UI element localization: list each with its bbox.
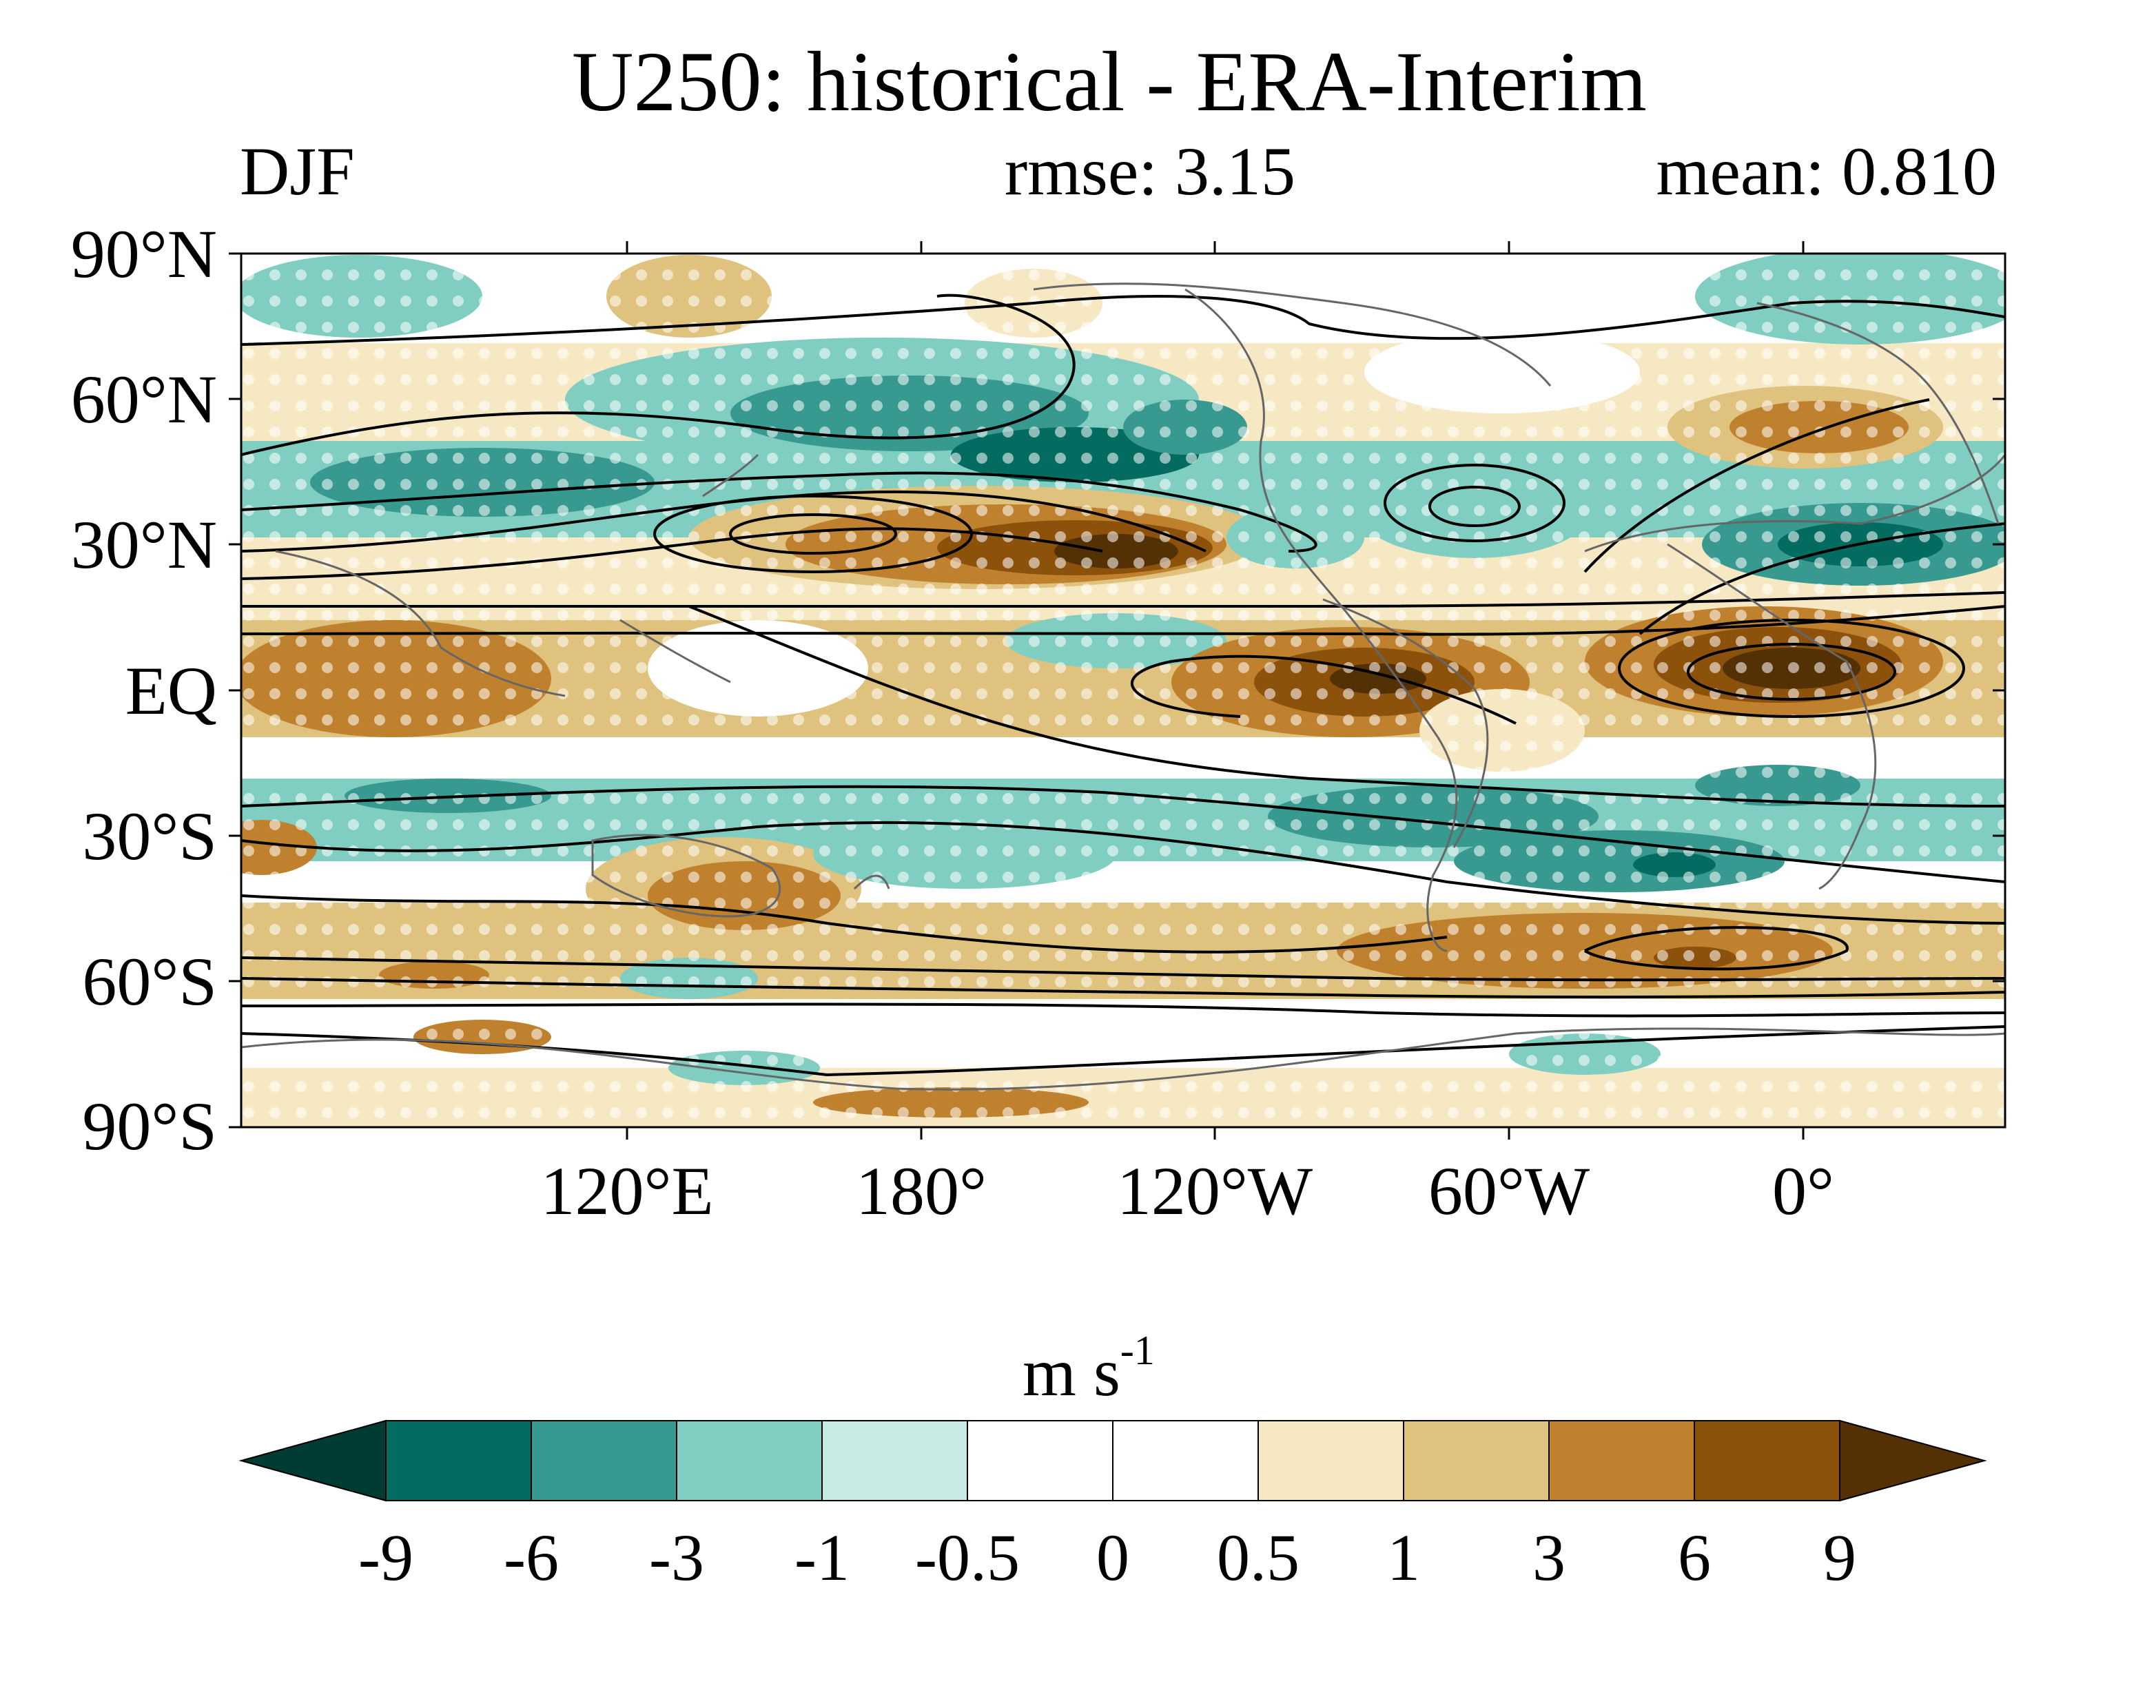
colorbar-swatch (385, 1420, 532, 1501)
colorbar-tick-label: -3 (649, 1521, 704, 1594)
lat-label-30n: 30°N (71, 506, 217, 583)
axis-ticks (229, 241, 2005, 1140)
colorbar-tick-label: 0 (1096, 1521, 1129, 1594)
lat-label-60n: 60°N (71, 361, 217, 438)
lat-label-eq: EQ (125, 652, 217, 729)
colorbar-swatch (531, 1420, 677, 1501)
longitude-labels: 120°E 180° 120°W 60°W 0° (540, 1153, 1834, 1229)
lon-label-0: 0° (1772, 1153, 1834, 1229)
lon-label-120e: 120°E (540, 1153, 713, 1229)
colorbar-swatch (1403, 1420, 1550, 1501)
colorbar-swatch (1257, 1420, 1404, 1501)
lon-label-120w: 120°W (1117, 1153, 1313, 1229)
map-panel: 90°N 60°N 30°N EQ 30°S 60°S 90°S 120°E 1… (71, 216, 2006, 1229)
colorbar-swatch (1548, 1420, 1695, 1501)
mean-label: mean: 0.810 (1656, 133, 1997, 209)
rmse-label: rmse: 3.15 (1005, 133, 1295, 209)
lat-label-90n: 90°N (71, 216, 217, 292)
anomaly-fill-layer (241, 254, 2005, 1127)
lat-label-60s: 60°S (82, 943, 217, 1020)
colorbar-swatch (821, 1420, 968, 1501)
colorbar-unit: m s-1 (1023, 1328, 1155, 1410)
colorbar: m s-1 -9 -6 -3 -1 -0.5 0 0.5 1 3 6 9 (238, 1328, 1987, 1594)
lat-label-30s: 30°S (82, 798, 217, 874)
colorbar-tick-label: 3 (1532, 1521, 1565, 1594)
climatology-contours (241, 294, 2005, 1077)
colorbar-tick-label: -0.5 (915, 1521, 1020, 1594)
lon-label-180: 180° (856, 1153, 987, 1229)
latitude-labels: 90°N 60°N 30°N EQ 30°S 60°S 90°S (71, 216, 217, 1164)
colorbar-unit-exponent: -1 (1120, 1328, 1155, 1373)
lon-label-60w: 60°W (1428, 1153, 1590, 1229)
colorbar-tick-label: -6 (504, 1521, 559, 1594)
colorbar-tick-label: 9 (1823, 1521, 1856, 1594)
lat-label-90s: 90°S (82, 1088, 217, 1164)
figure-title: U250: historical - ERA-Interim (572, 34, 1647, 129)
colorbar-tick-label: -1 (794, 1521, 850, 1594)
colorbar-tick-label: 6 (1678, 1521, 1711, 1594)
colorbar-swatch (967, 1420, 1113, 1501)
colorbar-swatch (1112, 1420, 1259, 1501)
colorbar-max-extension (1839, 1419, 1987, 1502)
colorbar-min-extension (238, 1419, 387, 1502)
colorbar-tick-label: 1 (1387, 1521, 1420, 1594)
colorbar-labels: -9 -6 -3 -1 -0.5 0 0.5 1 3 6 9 (358, 1521, 1856, 1594)
coastlines (241, 282, 2005, 1091)
colorbar-tick-label: -9 (358, 1521, 413, 1594)
colorbar-unit-base: m s (1023, 1334, 1120, 1410)
season-label: DJF (240, 133, 355, 209)
colorbar-swatches (238, 1419, 1987, 1502)
colorbar-swatch (676, 1420, 823, 1501)
colorbar-swatch (1694, 1420, 1840, 1501)
colorbar-tick-label: 0.5 (1217, 1521, 1300, 1594)
